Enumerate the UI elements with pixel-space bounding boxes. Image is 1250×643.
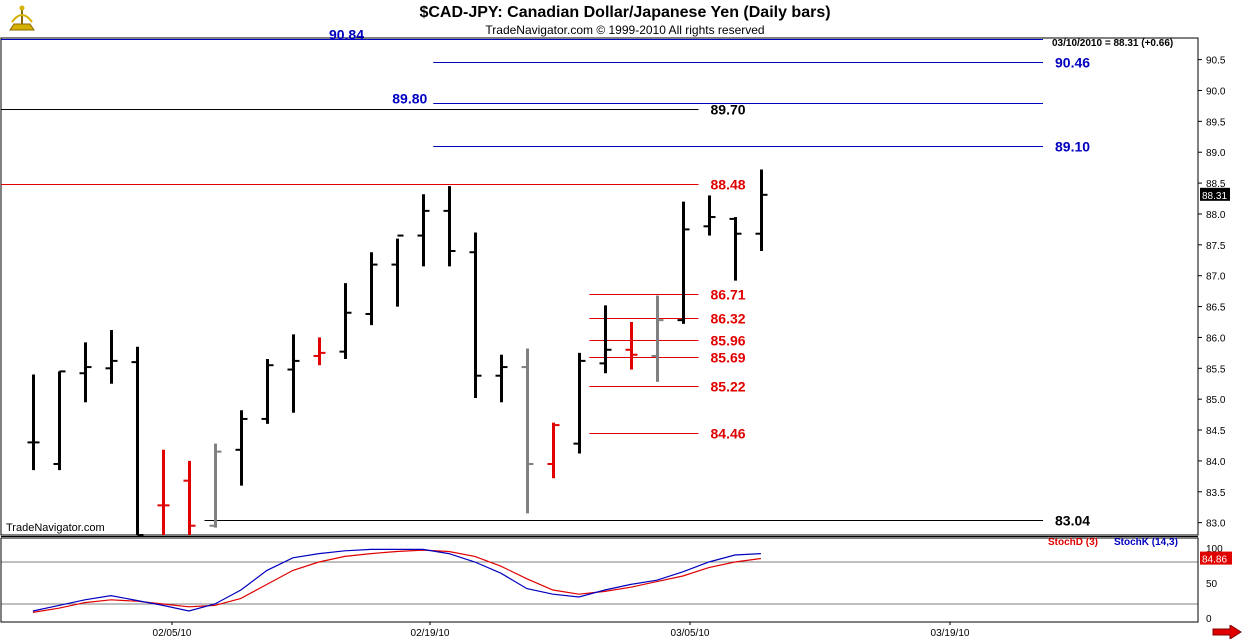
stoch-line-k xyxy=(32,548,761,612)
y-tick-label: 84.0 xyxy=(1206,457,1226,468)
level-label: 88.48 xyxy=(711,177,746,193)
y-tick-label: 85.5 xyxy=(1206,364,1226,375)
level-label: 86.71 xyxy=(711,287,746,303)
price-panel xyxy=(0,37,1199,536)
stoch-tick-label: 100 xyxy=(1206,544,1223,555)
level-label: 90.84 xyxy=(329,27,364,43)
last-price-label: 88.31 xyxy=(1202,191,1227,202)
scroll-right-arrow-icon[interactable] xyxy=(1212,625,1242,639)
level-label: 84.46 xyxy=(711,426,746,442)
stoch-last-box xyxy=(1200,551,1232,565)
level-label: 86.32 xyxy=(711,311,746,327)
stoch-last-label: 84.86 xyxy=(1202,555,1227,566)
y-tick-label: 88.5 xyxy=(1206,179,1226,190)
level-label: 90.46 xyxy=(1055,55,1090,71)
y-tick-label: 86.0 xyxy=(1206,333,1226,344)
x-tick-label: 02/19/10 xyxy=(411,628,450,639)
stoch-tick-label: 50 xyxy=(1206,579,1218,590)
y-tick-label: 83.0 xyxy=(1206,519,1226,530)
chart-title: $CAD-JPY: Canadian Dollar/Japanese Yen (… xyxy=(419,4,831,21)
copyright-text: TradeNavigator.com © 1999-2010 All right… xyxy=(485,23,765,37)
level-label: 85.22 xyxy=(711,379,746,395)
y-tick-label: 90.0 xyxy=(1206,86,1226,97)
sextant-logo-icon xyxy=(9,5,35,31)
last-price-box xyxy=(1200,187,1230,201)
level-label: 83.04 xyxy=(1055,513,1090,529)
stoch-panel xyxy=(0,537,1199,623)
stoch-tick-label: 0 xyxy=(1206,614,1212,625)
level-label: 89.10 xyxy=(1055,139,1090,155)
level-label: 89.70 xyxy=(711,102,746,118)
x-tick-label: 03/05/10 xyxy=(671,628,710,639)
x-tick-label: 02/05/10 xyxy=(153,628,192,639)
y-tick-label: 83.5 xyxy=(1206,488,1226,499)
y-tick-label: 89.5 xyxy=(1206,117,1226,128)
brand-watermark: TradeNavigator.com xyxy=(6,522,105,534)
level-label: 85.96 xyxy=(711,333,746,349)
level-label: 85.69 xyxy=(711,350,746,366)
y-tick-label: 88.0 xyxy=(1206,210,1226,221)
y-tick-label: 87.5 xyxy=(1206,241,1226,252)
stoch-line-d xyxy=(32,549,761,613)
y-tick-label: 87.0 xyxy=(1206,272,1226,283)
level-label: 89.80 xyxy=(392,91,427,107)
y-tick-label: 86.5 xyxy=(1206,303,1226,314)
y-tick-label: 89.0 xyxy=(1206,148,1226,159)
x-tick-label: 03/19/10 xyxy=(931,628,970,639)
legend-stochd: StochD (3) xyxy=(1048,537,1098,548)
legend-stochk: StochK (14,3) xyxy=(1114,537,1178,548)
y-tick-label: 84.5 xyxy=(1206,426,1226,437)
y-tick-label: 85.0 xyxy=(1206,395,1226,406)
last-quote: 03/10/2010 = 88.31 (+0.66) xyxy=(1052,38,1174,49)
y-tick-label: 90.5 xyxy=(1206,56,1226,67)
